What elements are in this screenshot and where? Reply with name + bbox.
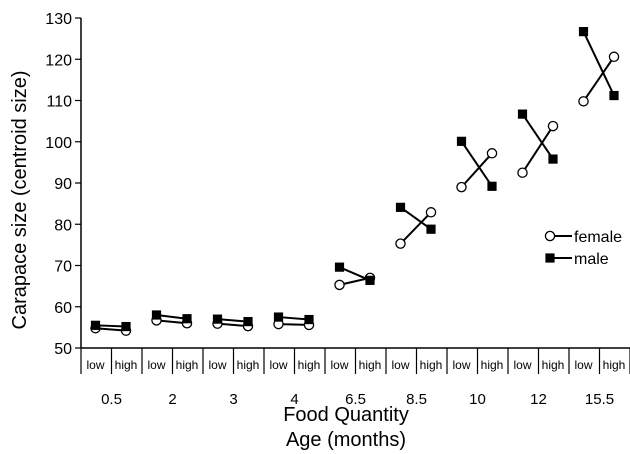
female-point [486,148,498,159]
x-age-label: 6.5 [345,391,366,408]
x-condition-label: high [298,358,321,372]
x-condition-label: low [391,358,409,372]
x-age-label: 4 [290,391,298,408]
y-tick-label: 70 [54,259,72,276]
x-condition-label: low [513,358,531,372]
legend-label-male: male [574,251,609,268]
male-point [304,314,314,325]
y-tick-label: 100 [45,135,72,152]
female-point [395,238,406,249]
x-condition-label: low [269,358,287,372]
female-point [547,120,559,132]
x-condition-label: low [147,358,165,372]
female-point [608,51,620,63]
male-segment [95,324,127,328]
series-female [90,51,620,336]
male-point [487,181,497,191]
male-segment [582,31,615,96]
y-tick-label: 50 [54,341,72,358]
y-tick-label: 110 [46,94,72,111]
female-point [578,96,589,107]
x-condition-label: low [208,358,226,372]
male-segment [156,314,188,320]
x-age-label: 12 [530,391,547,408]
series-male [90,27,619,332]
legend-label-female: female [574,229,622,246]
female-segment [521,125,554,174]
x-condition-label: low [86,358,104,372]
x-age-label: 15.5 [585,391,614,408]
male-segment [399,206,432,231]
male-point [548,154,558,164]
y-axis-title: Carapace size (centroid size) [9,71,31,330]
male-point [121,321,131,332]
male-point [426,224,436,234]
y-axis: 50 60 70 80 90 100 110 120 130 [45,11,82,358]
x-age-label: 0.5 [101,391,122,408]
male-point [517,109,528,119]
x-axis-title-food-quantity: Food Quantity [283,404,409,426]
y-tick-label: 60 [54,300,72,317]
x-condition-label: high [603,358,626,372]
male-point [578,27,589,37]
male-segment [521,113,554,160]
female-point [517,167,528,178]
male-point [609,90,619,101]
x-age-label: 8.5 [406,391,427,408]
male-point [273,312,284,322]
male-point [182,314,192,324]
male-point [90,320,101,330]
x-condition-label: high [420,358,443,372]
male-segment [278,316,310,321]
male-point [365,275,375,285]
x-condition-label: high [176,358,199,372]
x-age-label: 10 [469,391,486,408]
male-point [395,202,406,212]
male-segment [217,318,249,323]
x-condition-label: high [359,358,382,372]
male-segment [460,140,493,187]
x-age-label: 3 [229,391,237,408]
y-tick-label: 90 [54,176,72,193]
x-condition-label: low [330,358,348,372]
male-point [243,317,253,327]
y-tick-label: 80 [54,217,72,234]
x-condition-label: low [452,358,470,372]
x-age-label: 2 [168,391,176,408]
y-tick-label: 130 [45,11,72,28]
male-point [212,314,223,324]
male-segment [339,266,371,282]
x-condition-label: high [115,358,138,372]
x-condition-label: high [237,358,260,372]
x-axis-title-age: Age (months) [286,429,406,451]
male-point [151,310,162,320]
y-tick-label: 120 [45,52,72,69]
female-segment [582,56,615,102]
female-segment [460,152,493,188]
legend: female male [544,229,622,268]
series-layer [90,27,620,336]
female-segment [399,211,432,245]
female-point [456,181,467,193]
x-condition-label: high [542,358,565,372]
x-condition-label: low [574,358,592,372]
female-point [425,207,437,218]
legend-marker-male [545,253,555,263]
legend-marker-female [544,230,556,242]
male-point [334,262,345,272]
x-condition-label: high [481,358,504,372]
male-point [456,136,467,146]
female-point [334,279,345,291]
